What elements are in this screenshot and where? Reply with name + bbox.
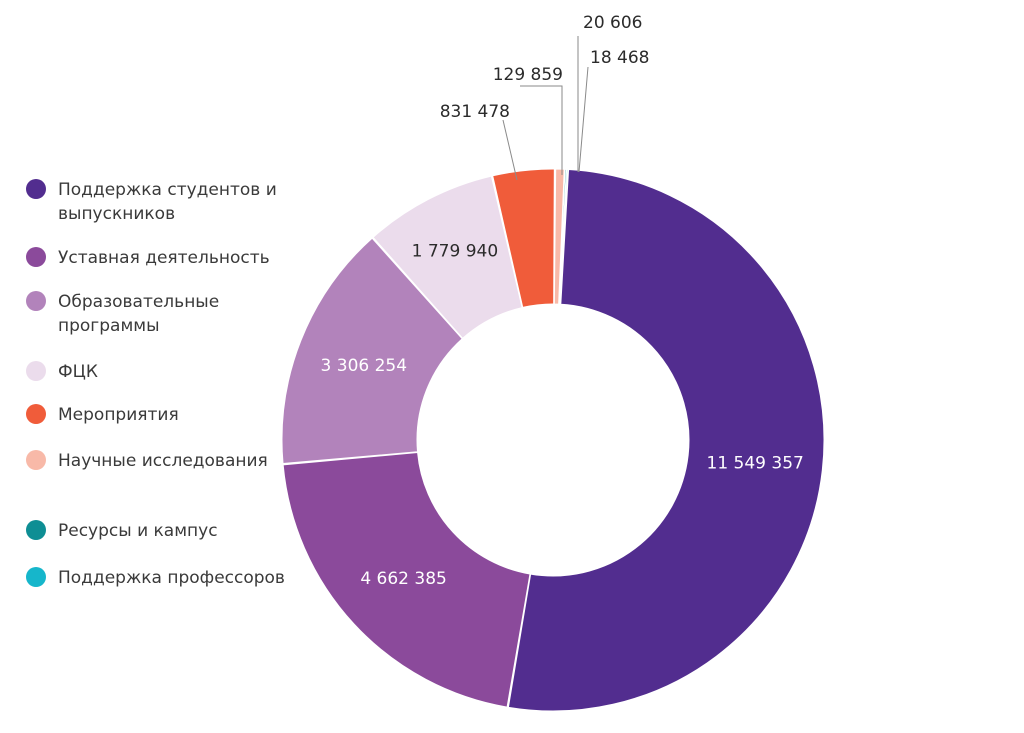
slice-value-label: 20 606: [583, 13, 642, 33]
legend-swatch: [26, 291, 46, 311]
legend-label: Научные исследования: [58, 451, 268, 471]
legend-swatch: [26, 404, 46, 424]
legend-item: Уставная деятельность: [26, 246, 293, 270]
leader-line: [578, 66, 589, 173]
legend-item: Ресурсы и кампус: [26, 519, 293, 543]
donut-slice: [559, 168, 569, 305]
legend-item: Поддержка студентов и выпускников: [26, 178, 293, 226]
donut-slice: [281, 237, 463, 465]
legend-label: ФЦК: [58, 362, 98, 382]
legend-label: Поддержка студентов и выпускников: [58, 180, 277, 224]
legend-label: Поддержка профессоров: [58, 568, 285, 588]
legend-swatch: [26, 450, 46, 470]
legend-item: Научные исследования: [26, 449, 293, 473]
legend-item: Мероприятия: [26, 403, 293, 427]
legend-swatch: [26, 247, 46, 267]
legend-swatch: [26, 361, 46, 381]
slice-value-label: 3 306 254: [321, 356, 408, 376]
donut-slice: [282, 451, 531, 708]
chart-legend: Поддержка студентов и выпускников Уставна…: [26, 0, 306, 733]
slice-value-label: 18 468: [590, 48, 649, 68]
legend-label: Ресурсы и кампус: [58, 521, 218, 541]
legend-item: ФЦК: [26, 360, 293, 384]
legend-swatch: [26, 179, 46, 199]
slice-value-label: 1 779 940: [412, 241, 499, 261]
donut-slice: [507, 168, 825, 712]
legend-label: Уставная деятельность: [58, 248, 270, 268]
slice-value-label: 831 478: [440, 102, 510, 122]
leader-line: [520, 85, 563, 175]
donut-slice: [372, 175, 523, 339]
legend-label: Образовательные программы: [58, 292, 220, 336]
slice-value-label: 4 662 385: [360, 569, 447, 589]
legend-label: Мероприятия: [58, 405, 179, 425]
legend-swatch: [26, 520, 46, 540]
legend-item: Образовательные программы: [26, 290, 293, 338]
legend-item: Поддержка профессоров: [26, 566, 293, 590]
slice-value-label: 129 859: [493, 65, 563, 85]
leader-line: [502, 119, 518, 181]
legend-swatch: [26, 567, 46, 587]
slice-value-label: 11 549 357: [707, 454, 804, 474]
donut-slice: [492, 168, 555, 309]
